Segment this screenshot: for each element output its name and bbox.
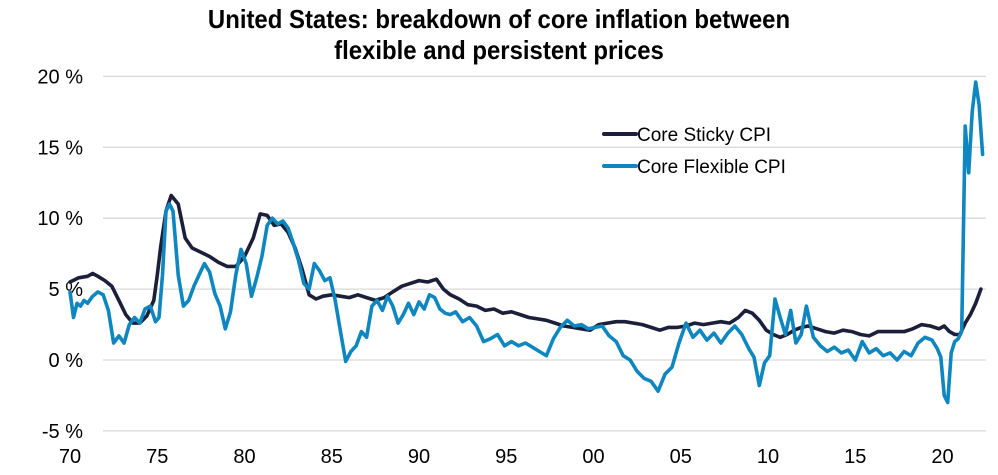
x-tick-label-05: 05	[670, 446, 692, 468]
y-tick-label-neg5: -5 %	[42, 421, 83, 443]
x-tick-label-00: 00	[582, 446, 604, 468]
series-line-core-sticky-cpi	[68, 193, 983, 340]
chart-title: United States: breakdown of core inflati…	[40, 4, 958, 66]
y-tick-label-5: 5 %	[49, 279, 84, 301]
gridlines	[103, 75, 986, 432]
x-tick-label-75: 75	[146, 446, 168, 468]
x-tick-label-15: 15	[844, 446, 866, 468]
legend-item-core-flexible-cpi: Core Flexible CPI	[602, 157, 786, 178]
legend-item-core-sticky-cpi: Core Sticky CPI	[602, 125, 771, 146]
x-tick-label-80: 80	[233, 446, 255, 468]
chart-title-line-2: flexible and persistent prices	[334, 35, 664, 65]
x-tick-label-10: 10	[757, 446, 779, 468]
legend: Core Sticky CPI Core Flexible CPI	[602, 125, 786, 178]
y-axis-tick-labels: -5 % 0 % 5 % 10 % 15 % 20 %	[37, 66, 84, 443]
y-tick-label-10: 10 %	[37, 208, 83, 230]
series-lines	[68, 80, 985, 405]
x-tick-label-95: 95	[495, 446, 517, 468]
chart-title-line-1: United States: breakdown of core inflati…	[207, 4, 791, 34]
y-tick-label-20: 20 %	[37, 66, 83, 88]
series-line-core-flexible-cpi	[68, 80, 985, 405]
x-axis-tick-labels: 70 75 80 85 90 95 00 05 10 15 20	[59, 446, 954, 468]
y-tick-label-0: 0 %	[49, 350, 84, 372]
x-tick-label-90: 90	[408, 446, 430, 468]
x-tick-label-70: 70	[59, 446, 81, 468]
y-tick-label-15: 15 %	[37, 137, 83, 159]
x-tick-label-85: 85	[321, 446, 343, 468]
legend-label-core-sticky-cpi: Core Sticky CPI	[637, 125, 771, 146]
legend-label-core-flexible-cpi: Core Flexible CPI	[637, 157, 786, 178]
x-tick-label-20: 20	[931, 446, 953, 468]
